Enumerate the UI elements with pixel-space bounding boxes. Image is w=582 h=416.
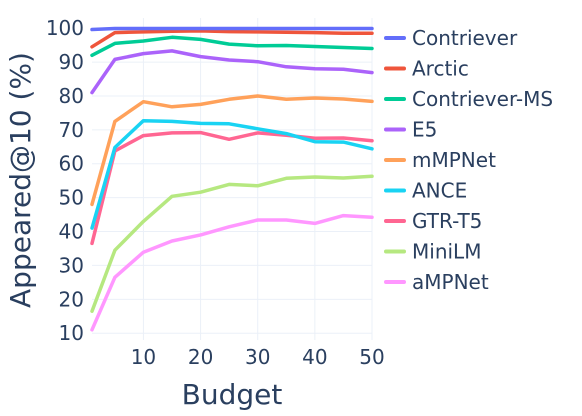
y-axis-ticks: 10 20 30 40 50 60 70 80 90 100 [46, 16, 84, 345]
y-tick-label: 10 [59, 321, 84, 345]
legend-item-minilm: MiniLM [384, 240, 481, 264]
series-line-gtr-t5 [90, 130, 374, 246]
y-tick-label: 30 [59, 253, 84, 277]
legend-item-ance: ANCE [384, 179, 467, 203]
series-line-mmpnet [90, 94, 374, 207]
legend-label: Contriever [412, 26, 518, 50]
series-line-e5 [90, 49, 374, 95]
legend-item-gtr-t5: GTR-T5 [384, 209, 482, 233]
series-line-contriever-ms [90, 35, 374, 58]
legend-item-arctic: Arctic [384, 57, 469, 81]
y-tick-label: 50 [59, 186, 84, 210]
y-tick-label: 40 [59, 220, 84, 244]
x-tick-label: 30 [245, 345, 270, 369]
y-tick-label: 80 [59, 84, 84, 108]
y-tick-label: 100 [46, 16, 84, 40]
legend-item-contriever-ms: Contriever-MS [384, 87, 553, 111]
series-line-contriever [90, 26, 374, 32]
x-tick-label: 10 [131, 345, 156, 369]
y-tick-label: 90 [59, 50, 84, 74]
legend-label: E5 [412, 118, 437, 142]
legend-label: aMPNet [412, 270, 489, 294]
x-axis-ticks: 10 20 30 40 50 [131, 345, 385, 369]
legend-item-mmpnet: mMPNet [384, 148, 496, 172]
legend-label: mMPNet [412, 148, 496, 172]
legend-label: ANCE [412, 179, 467, 203]
legend-label: Arctic [412, 57, 469, 81]
legend-item-e5: E5 [384, 118, 437, 142]
y-axis-title: Appeared@10 (%) [4, 52, 37, 308]
legend-item-contriever: Contriever [384, 26, 518, 50]
y-tick-label: 20 [59, 287, 84, 311]
legend-label: GTR-T5 [412, 209, 482, 233]
gridlines [92, 18, 373, 340]
legend-label: MiniLM [412, 240, 481, 264]
x-tick-label: 40 [302, 345, 327, 369]
series-line-arctic [90, 29, 374, 49]
legend: Contriever Arctic Contriever-MS E5 mMPNet ANC… [384, 26, 553, 294]
series-line-minilm [90, 174, 374, 313]
x-tick-label: 20 [188, 345, 213, 369]
series-line-ance [90, 118, 374, 230]
x-axis-title: Budget [182, 378, 283, 411]
plot-area [90, 26, 374, 332]
y-tick-label: 60 [59, 152, 84, 176]
legend-item-ampnet: aMPNet [384, 270, 489, 294]
series-line-ampnet [90, 213, 374, 332]
x-tick-label: 50 [359, 345, 384, 369]
y-tick-label: 70 [59, 118, 84, 142]
legend-label: Contriever-MS [412, 87, 553, 111]
